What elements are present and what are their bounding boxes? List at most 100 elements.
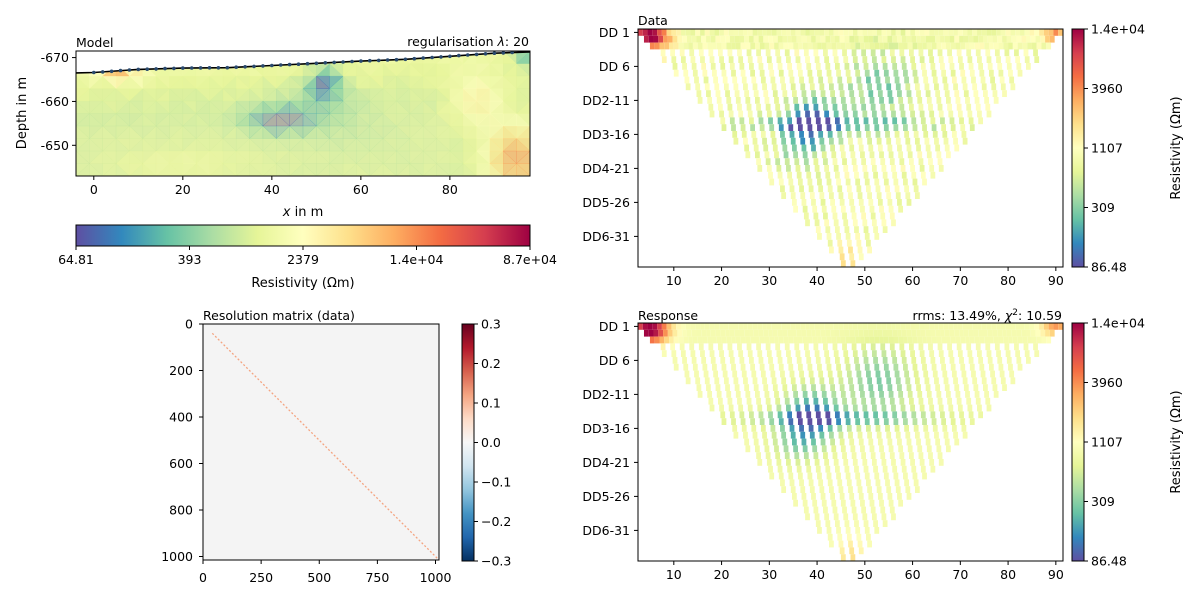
pseudosection-cell [870,49,876,57]
pseudosection-cell [983,35,988,43]
pseudosection-cell [776,459,782,466]
model-cell [422,138,437,152]
model-cell [503,163,517,176]
model-cell [395,150,410,164]
pseudosection-cell [765,452,771,459]
electrode-marker [376,58,381,63]
pseudosection-cell [987,357,993,364]
pseudosection-cell [856,479,862,487]
pseudosection-cell [961,425,967,432]
pseudosection-cell [740,363,746,371]
pseudosection-cell [971,76,976,84]
pseudosection-cell [743,323,748,330]
pseudosection-cell [817,472,822,480]
pseudosection-cell [871,56,877,63]
pseudosection-cell [864,336,870,344]
pseudosection-cell [857,83,863,91]
pseudosection-cell [813,506,819,514]
pseudosection-cell [842,212,847,220]
electrode-marker [492,51,497,55]
model-cell [155,138,171,152]
pseudosection-cell [992,90,998,97]
pseudosection-cell [740,42,746,50]
pseudosection-cell [831,336,837,344]
pseudosection-cell [850,499,856,507]
pseudosection-cell [848,192,853,199]
pseudosection-cell [712,42,717,50]
pseudosection-cell [855,178,861,186]
model-cell [128,125,144,139]
pseudosection-cell [844,35,850,43]
model-cell [76,125,90,139]
model-cell [369,113,384,127]
pseudosection-cell [887,384,893,391]
pseudosection-cell [747,350,753,357]
pseudosection-cell [887,144,893,152]
pseudosection-cell [881,323,887,330]
pseudosection-cell [1040,35,1046,43]
pseudosection-cell [790,323,796,330]
pseudosection-cell [959,63,964,70]
pseudosection-cell [944,384,950,391]
pseudosection-cell [833,404,839,412]
pseudosection-cell [817,418,822,425]
model-cell [289,138,304,152]
pseudosection-cell [897,199,902,206]
pseudosection-cell [829,540,834,548]
pseudosection-cell [849,329,855,337]
pseudosection-cell [993,391,999,398]
resp-x-tick-label: 30 [761,567,777,582]
pseudosection-cell [913,479,919,487]
pseudosection-cell [697,42,703,50]
pseudosection-cell [930,465,936,473]
pseudosection-cell [771,377,777,385]
pseudosection-cell [819,377,825,385]
pseudosection-cell [825,226,831,233]
pseudosection-cell [891,350,896,357]
pseudosection-cell [925,329,931,337]
pseudosection-cell [905,137,911,145]
pseudosection-cell [860,445,865,453]
model-xlabel: x in m [282,205,323,220]
pseudosection-cell [899,343,905,351]
pseudosection-cell [836,124,841,131]
pseudosection-cell [839,547,845,555]
pseudosection-cell [907,42,913,50]
pseudosection-cell [924,29,930,36]
pseudosection-cell [680,29,686,36]
pseudosection-cell [953,83,958,91]
model-cell [289,125,304,139]
pseudosection-cell [969,336,975,344]
pseudosection-cell [870,506,876,514]
pseudosection-cell [940,329,945,337]
pseudosection-cell [825,171,831,179]
pseudosection-cell [861,158,867,165]
pseudosection-cell [807,472,813,480]
pseudosection-cell [722,370,728,378]
pseudosection-cell [996,350,1001,357]
resolution-colorbar-tick-label: 0.1 [481,396,501,411]
pseudosection-cell [827,425,833,432]
pseudosection-cell [926,42,932,50]
pseudosection-cell [768,357,773,364]
model-cell [369,150,384,164]
pseudosection-cell [875,370,881,378]
model-cell [382,125,398,139]
pseudosection-cell [778,69,784,77]
pseudosection-cell [760,370,766,378]
pseudosection-cell [930,171,936,179]
electrode-marker [189,66,194,70]
pseudosection-cell [778,336,784,344]
model-cell [329,138,344,152]
electrode-marker [368,58,372,63]
pseudosection-cell [905,486,911,493]
pseudosection-cell [893,69,899,77]
pseudosection-cell [892,117,898,125]
model-colorbar-tick-label: 8.7e+04 [503,252,557,267]
pseudosection-cell [954,384,960,391]
model-cell [356,113,371,127]
pseudosection-cell [891,29,896,36]
model-cell [342,125,357,139]
pseudosection-cell [833,513,839,521]
